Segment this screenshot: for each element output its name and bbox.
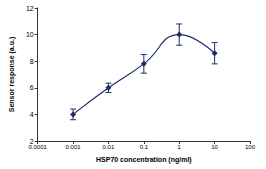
- svg-text:0.1: 0.1: [140, 144, 149, 150]
- svg-text:4: 4: [30, 111, 34, 118]
- svg-text:6: 6: [30, 84, 34, 91]
- svg-text:10: 10: [26, 31, 34, 38]
- svg-text:100: 100: [245, 144, 256, 150]
- svg-text:8: 8: [30, 58, 34, 65]
- svg-text:0.0001: 0.0001: [29, 144, 48, 150]
- svg-text:1: 1: [178, 144, 182, 150]
- svg-text:10: 10: [211, 144, 218, 150]
- svg-text:12: 12: [26, 5, 34, 12]
- svg-text:Sensor response (a.u.): Sensor response (a.u.): [8, 37, 16, 112]
- svg-text:0.001: 0.001: [66, 144, 82, 150]
- svg-text:0.01: 0.01: [103, 144, 115, 150]
- svg-text:HSP70 concentration (ng/ml): HSP70 concentration (ng/ml): [96, 156, 192, 164]
- svg-text:2: 2: [29, 137, 34, 145]
